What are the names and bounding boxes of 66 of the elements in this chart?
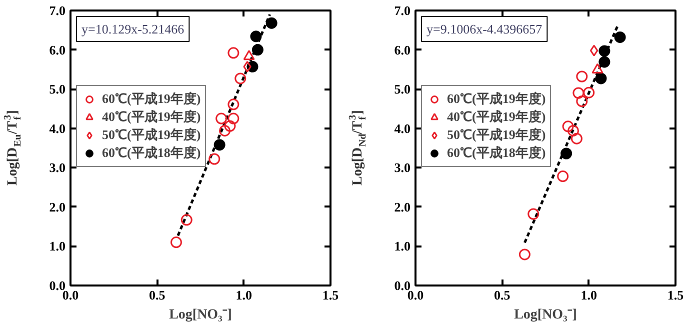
y-tick-label: 3.0	[49, 160, 66, 176]
point	[234, 72, 246, 84]
point	[528, 208, 540, 220]
legend-label: 40℃(平成19年度)	[447, 108, 546, 126]
y-tick-label: 5.0	[394, 82, 410, 97]
y-tick-label: 2.0	[394, 199, 410, 214]
point	[572, 87, 584, 99]
x-tick-label: 1.0	[580, 288, 597, 302]
y-axis-title: Log[DNd/Tf3]	[348, 110, 368, 186]
legend-label: 50℃(平成19年度)	[102, 126, 201, 144]
legend-label: 60℃(平成19年度)	[447, 90, 546, 108]
legend-label: 60℃(平成19年度)	[102, 90, 201, 108]
point	[228, 47, 240, 59]
point	[598, 45, 610, 57]
y-tick-label: 3.0	[394, 160, 410, 176]
y-tick-label: 4.0	[394, 120, 410, 136]
y-tick-label: 7.0	[394, 3, 410, 18]
point	[228, 98, 240, 110]
y-tick-label: 4.0	[49, 120, 66, 136]
x-tick-label: 0.5	[149, 288, 166, 302]
point	[250, 30, 262, 42]
y-tick-label: 1.0	[49, 238, 66, 254]
x-tick-label: 1.0	[236, 288, 252, 302]
annotation: y=9.1006x-4.4396657	[426, 22, 543, 36]
point	[219, 124, 231, 136]
legend-label: 60℃(平成18年度)	[447, 144, 546, 162]
point	[243, 60, 252, 72]
legend-label: 50℃(平成19年度)	[447, 126, 546, 144]
point	[576, 70, 588, 82]
point	[252, 44, 264, 56]
point	[170, 236, 182, 248]
point	[598, 56, 610, 68]
point	[557, 170, 569, 182]
y-tick-label: 7.0	[49, 3, 66, 18]
legend-label: 60℃(平成18年度)	[102, 144, 201, 162]
point	[243, 50, 255, 60]
point	[567, 124, 579, 136]
point	[214, 139, 226, 151]
point	[518, 248, 530, 260]
point	[208, 153, 220, 165]
point	[583, 86, 595, 98]
point	[266, 17, 278, 29]
x-axis-title: Log[NO₃⁻]	[514, 308, 577, 322]
x-tick-label: 0.5	[494, 288, 511, 302]
point	[576, 96, 588, 107]
y-axis-title: Log[DEu/Tf3]	[2, 110, 24, 186]
y-tick-label: 1.0	[394, 238, 410, 254]
y-tick-label: 2.0	[49, 199, 66, 214]
x-tick-label: 1.5	[667, 288, 684, 302]
point	[180, 214, 192, 226]
y-tick-label: 5.0	[49, 82, 66, 97]
x-axis-title: Log[NO₃⁻]	[169, 308, 232, 322]
point	[560, 148, 572, 160]
annotation: y=10.129x-5.21466	[82, 22, 185, 36]
point	[228, 112, 240, 124]
y-tick-label: 6.0	[394, 42, 410, 58]
point	[224, 120, 236, 132]
point	[570, 132, 582, 144]
point	[595, 72, 607, 84]
point	[216, 112, 228, 124]
point	[590, 44, 598, 56]
legend-label: 40℃(平成19年度)	[102, 108, 201, 126]
x-tick-label: 1.5	[322, 288, 340, 302]
y-tick-label: 6.0	[49, 42, 66, 58]
point	[614, 31, 626, 43]
point	[562, 120, 574, 132]
